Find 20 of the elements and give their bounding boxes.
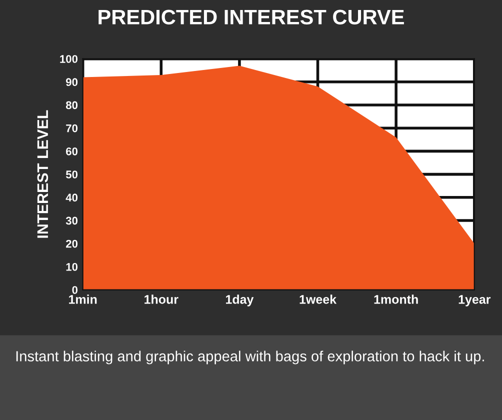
y-tick-label: 10 xyxy=(66,262,78,271)
x-tick-label: 1year xyxy=(458,295,491,306)
y-tick-label: 20 xyxy=(66,240,78,248)
x-tick-label: 1hour xyxy=(144,294,178,304)
y-tick-label: 0 xyxy=(72,286,78,294)
text: Instant blasting and graphic appeal with bags of exploration to hack it up. xyxy=(16,350,484,364)
x-tick-label: 1min xyxy=(69,294,97,304)
chart-title: PREDICTED INTEREST CURVE xyxy=(98,10,404,24)
y-tick-label: 70 xyxy=(66,124,78,132)
y-tick-label: 90 xyxy=(66,78,78,86)
y-tick-label: 30 xyxy=(66,216,78,225)
x-tick-label: 1month xyxy=(374,294,418,304)
y-tick-label: 80 xyxy=(66,101,78,110)
x-tick-label: 1week xyxy=(300,294,337,304)
y-tick-label: 60 xyxy=(66,147,78,156)
x-tick-label: 1day xyxy=(226,294,254,306)
y-tick-label: 50 xyxy=(66,170,78,178)
y-tick-label: 100 xyxy=(60,55,78,63)
y-tick-label: 40 xyxy=(66,194,78,202)
y-axis-title: INTEREST LEVEL xyxy=(37,110,48,238)
